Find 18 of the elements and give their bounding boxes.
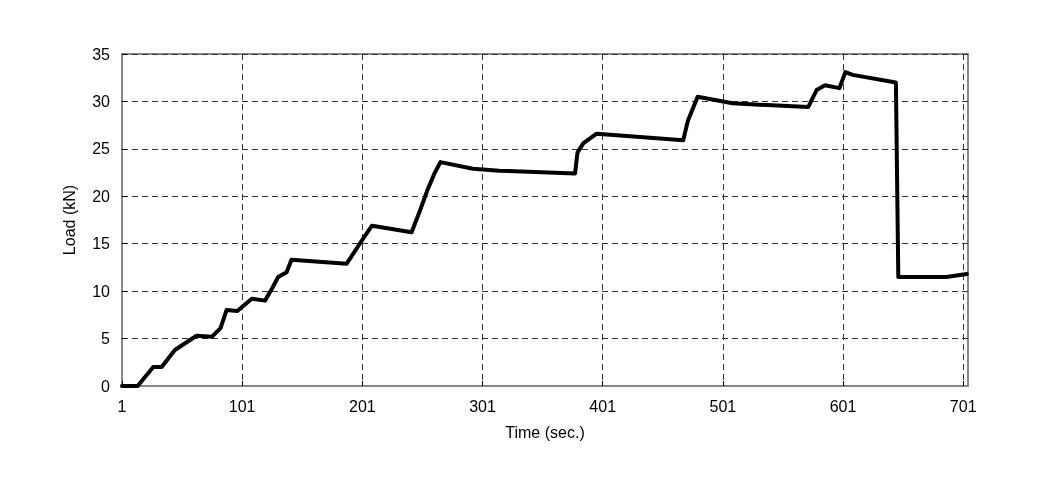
x-tick-label: 601: [829, 397, 857, 415]
y-tick-label: 10: [92, 282, 111, 300]
x-tick-label: 401: [589, 397, 617, 415]
x-tick-label: 301: [469, 397, 496, 415]
y-tick-label: 20: [92, 187, 111, 205]
x-tick-label: 1: [117, 397, 127, 415]
y-tick-label: 15: [92, 235, 111, 253]
y-tick-label: 5: [101, 330, 111, 348]
y-tick-label: 0: [101, 377, 111, 395]
x-tick-label: 201: [348, 397, 376, 415]
y-tick-label: 25: [92, 140, 111, 158]
y-axis-title: Load (kN): [60, 184, 78, 256]
x-tick-label: 501: [709, 397, 737, 415]
x-axis-title: Time (sec.): [505, 423, 585, 441]
y-tick-label: 35: [92, 45, 111, 63]
x-tick-label: 701: [949, 397, 977, 415]
x-tick-label: 101: [228, 397, 256, 415]
y-tick-label: 30: [92, 92, 111, 110]
